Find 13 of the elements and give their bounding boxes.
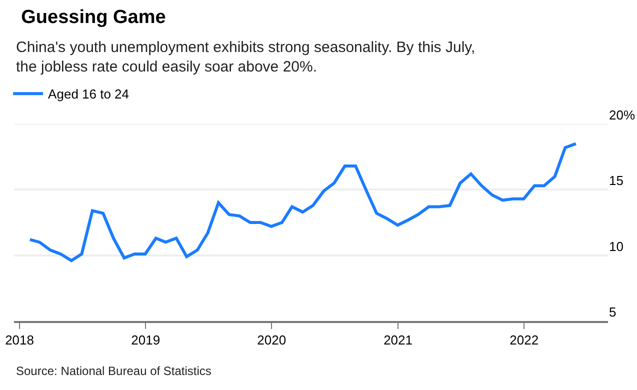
- y-tick-label: 20%: [609, 107, 636, 122]
- chart-title: Guessing Game: [21, 7, 166, 28]
- x-tick-label: 2021: [384, 332, 412, 348]
- x-tick-label: 2022: [510, 332, 539, 348]
- y-tick-label: 5: [609, 304, 616, 320]
- legend-label: Aged 16 to 24: [48, 86, 130, 102]
- y-tick-label: 15: [609, 173, 624, 188]
- x-tick-label: 2018: [5, 332, 34, 348]
- source-note: Source: National Bureau of Statistics: [16, 364, 212, 378]
- y-tick-label: 10: [609, 238, 624, 254]
- chart-subtitle: China's youth unemployment exhibits strong seasonality. By this July, the jobless rate could easily soar above 20%.: [16, 39, 476, 76]
- x-tick-label: 2020: [257, 332, 286, 348]
- x-tick-label: 2019: [131, 332, 160, 348]
